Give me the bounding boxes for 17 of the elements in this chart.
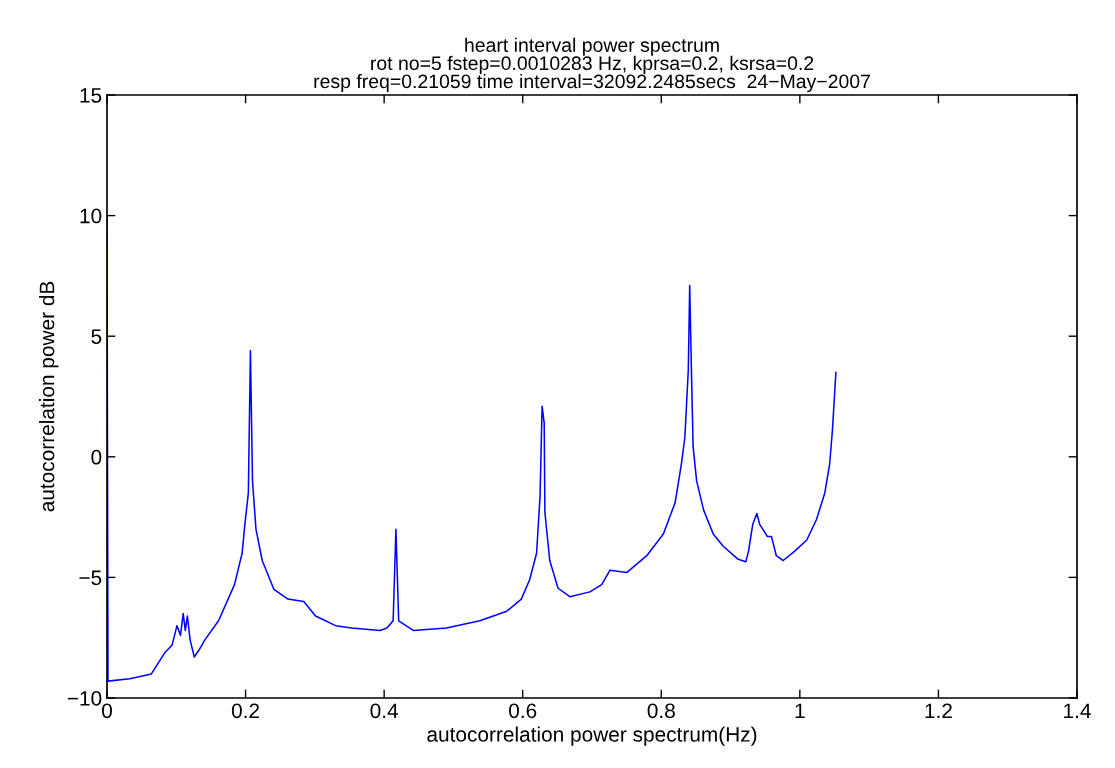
- y-axis-title: autocorrelation power dB: [39, 281, 59, 512]
- x-tick-label: 0: [102, 703, 112, 719]
- y-tick-label: −10: [67, 691, 102, 706]
- x-tick-label: 0.8: [647, 703, 675, 719]
- x-tick-label: 0.2: [231, 703, 260, 719]
- y-tick-label: 15: [80, 88, 102, 103]
- y-tick-label: 10: [80, 208, 102, 224]
- x-tick-label: 1: [795, 703, 805, 718]
- y-tick-label: 5: [91, 329, 102, 344]
- chart-title: heart interval power spectrum rot no=5 fstep=0.0010283 Hz, kprsa=0.2, ksrsa=0.2 resp freq=0.21059 time interval=32092.2485secs 24−May−2007: [314, 37, 870, 93]
- y-tick-label: −5: [79, 570, 102, 586]
- y-tick-label: 0: [91, 449, 102, 465]
- x-tick-label: 1.4: [1064, 703, 1091, 718]
- x-axis-title: autocorrelation power spectrum(Hz): [427, 726, 757, 746]
- x-tick-label: 1.2: [925, 703, 952, 718]
- x-tick-label: 0.6: [509, 703, 537, 719]
- x-tick-label: 0.4: [370, 703, 399, 719]
